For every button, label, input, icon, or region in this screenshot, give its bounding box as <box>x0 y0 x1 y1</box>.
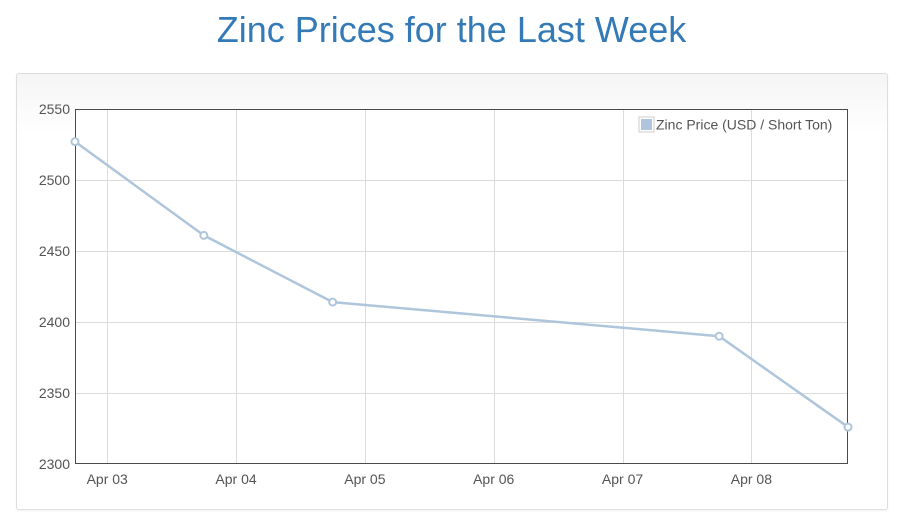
x-tick-label: Apr 07 <box>602 471 643 487</box>
series-layer <box>70 137 853 432</box>
data-point[interactable] <box>843 422 853 432</box>
legend-swatch <box>641 119 652 130</box>
y-axis: 2300 2350 2400 2450 2500 2550 <box>39 101 70 472</box>
x-tick-label: Apr 04 <box>215 471 256 487</box>
y-tick-label: 2400 <box>39 314 70 330</box>
y-tick-label: 2350 <box>39 385 70 401</box>
legend: Zinc Price (USD / Short Ton) <box>638 116 832 133</box>
page-title: Zinc Prices for the Last Week <box>216 9 687 50</box>
data-point[interactable] <box>328 297 338 307</box>
x-tick-label: Apr 03 <box>87 471 128 487</box>
y-tick-label: 2450 <box>39 243 70 259</box>
x-axis: Apr 03 Apr 04 Apr 05 Apr 06 Apr 07 Apr 08 <box>87 471 773 487</box>
x-tick-label: Apr 05 <box>344 471 385 487</box>
x-tick-label: Apr 06 <box>473 471 514 487</box>
data-point[interactable] <box>714 331 724 341</box>
x-tick-label: Apr 08 <box>731 471 772 487</box>
y-tick-label: 2500 <box>39 172 70 188</box>
data-point[interactable] <box>70 137 80 147</box>
plot-area <box>75 109 848 464</box>
legend-label: Zinc Price (USD / Short Ton) <box>656 117 832 133</box>
grid-layer <box>75 109 848 464</box>
y-tick-label: 2550 <box>39 101 70 117</box>
plot-border <box>75 109 848 464</box>
y-tick-label: 2300 <box>39 456 70 472</box>
chart-card: 2300 2350 2400 2450 2500 2550 Apr 03 Apr 04 Apr… <box>16 73 888 510</box>
data-point[interactable] <box>199 230 209 240</box>
